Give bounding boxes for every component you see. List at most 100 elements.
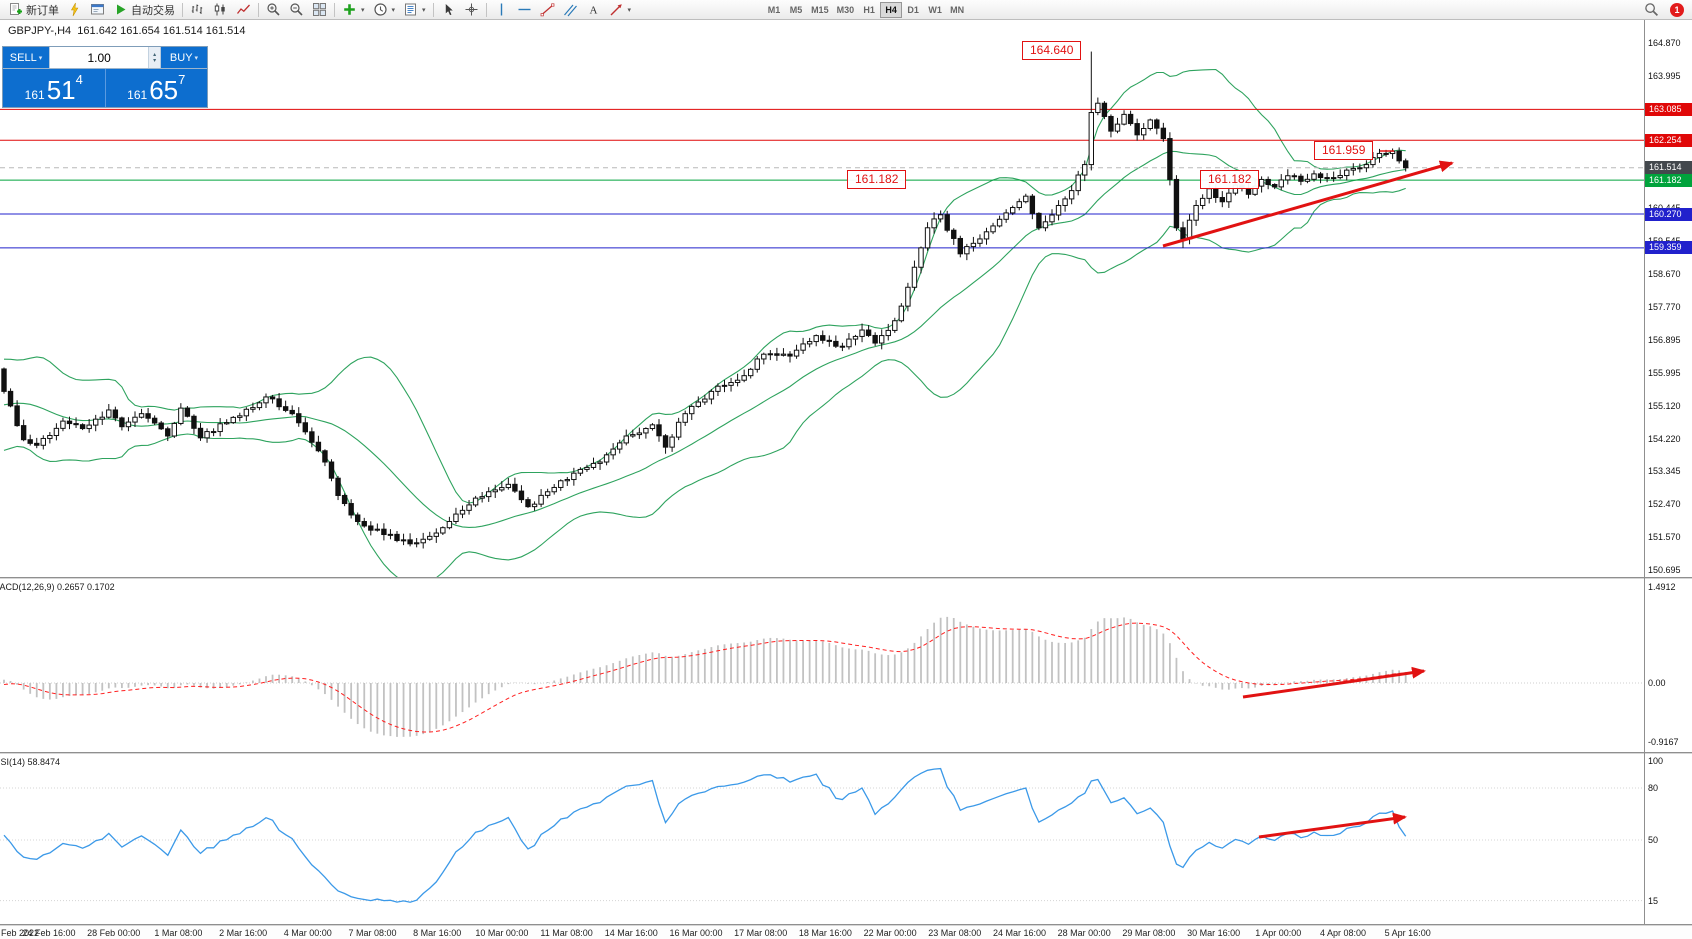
price-axis-label: 155.120 — [1648, 400, 1681, 411]
timeframe-button-mn[interactable]: MN — [946, 2, 968, 18]
tile-windows-button[interactable] — [308, 1, 331, 19]
shapes-menu-button[interactable]: ▾ — [605, 1, 636, 19]
rsi-axis-label: 80 — [1648, 783, 1659, 793]
price-axis-label: 150.695 — [1648, 565, 1681, 576]
terminal-window-button[interactable] — [86, 1, 109, 19]
trade-widget-prices: 161 51 4 161 65 7 — [3, 69, 207, 107]
buy-options-caret-icon: ▾ — [194, 54, 199, 62]
channel-tool-button[interactable] — [559, 1, 582, 19]
time-axis-label: 17 Mar 08:00 — [734, 928, 788, 938]
toolbar-separator — [182, 2, 183, 17]
crosshair-tool-button[interactable] — [460, 1, 483, 19]
volume-stepper[interactable]: ▴ ▾ — [148, 47, 160, 68]
price-axis-label: 164.870 — [1648, 38, 1681, 48]
sell-price-display[interactable]: 161 51 4 — [3, 69, 105, 107]
sell-price-prefix: 161 — [24, 88, 45, 102]
time-axis-label: 1 Apr 00:00 — [1255, 928, 1302, 938]
menu-caret-icon: ▾ — [391, 6, 396, 14]
price-axis-label: 158.670 — [1648, 268, 1681, 279]
trendline-tool-button[interactable] — [536, 1, 559, 19]
volume-input[interactable] — [50, 47, 149, 68]
sell-price-big: 51 — [46, 75, 76, 105]
alerts-button[interactable] — [63, 1, 86, 19]
bar-chart-type-button[interactable] — [186, 1, 209, 19]
price-level-badge: 161.182 — [1645, 173, 1692, 187]
timeframe-button-h4[interactable]: H4 — [880, 1, 903, 18]
price-callout: 161.182 — [847, 170, 907, 189]
notification-badge[interactable]: 1 — [1670, 2, 1684, 17]
text-tool-button[interactable]: A — [582, 1, 605, 19]
autotrading-button[interactable]: 自动交易 — [109, 1, 179, 19]
price-chart-panel[interactable] — [0, 20, 1692, 577]
line-chart-type-button[interactable] — [232, 1, 255, 19]
buy-price-display[interactable]: 161 65 7 — [104, 69, 208, 107]
timeframe-button-m5[interactable]: M5 — [785, 2, 807, 18]
trade-widget-controls: SELL ▾ ▴ ▾ BUY ▾ — [3, 47, 207, 69]
buy-price-pip: 7 — [178, 72, 186, 87]
time-axis-label: 28 Feb 00:00 — [87, 928, 141, 938]
panel-splitter-rsi[interactable] — [0, 752, 1692, 754]
text-icon: A — [589, 5, 597, 17]
price-level-badge: 163.085 — [1645, 102, 1692, 116]
candle-chart-type-button[interactable] — [209, 1, 232, 19]
sell-button[interactable]: SELL ▾ — [3, 47, 49, 68]
time-axis-label: 10 Mar 00:00 — [475, 928, 529, 938]
templates-menu-button[interactable]: ▾ — [399, 1, 430, 19]
new-order-icon — [10, 3, 22, 15]
horizontal-line-tool-button[interactable] — [513, 1, 536, 19]
panel-splitter-macd[interactable] — [0, 577, 1692, 579]
timeframe-button-m1[interactable]: M1 — [763, 2, 785, 18]
cursor-tool-button[interactable] — [437, 1, 460, 19]
sell-price-pip: 4 — [75, 72, 83, 87]
zoom-out-button[interactable] — [285, 1, 308, 19]
menu-caret-icon: ▾ — [627, 6, 632, 14]
price-axis-label: 159.545 — [1648, 236, 1681, 246]
timeframe-button-w1[interactable]: W1 — [924, 2, 946, 18]
new-order-button[interactable]: 新订单 — [4, 1, 63, 19]
timeframe-button-h1[interactable]: H1 — [858, 2, 880, 18]
buy-button[interactable]: BUY ▾ — [161, 47, 207, 68]
menu-caret-icon: ▾ — [361, 6, 365, 14]
macd-axis-label: -0.9167 — [1648, 737, 1679, 748]
time-axis-label: 4 Mar 00:00 — [283, 928, 332, 938]
volume-down-icon[interactable]: ▾ — [153, 57, 157, 64]
time-axis-label: 29 Mar 08:00 — [1122, 928, 1176, 938]
time-axis-label: 5 Apr 16:00 — [1384, 928, 1431, 938]
buy-button-label: BUY — [169, 51, 193, 64]
time-axis[interactable] — [0, 926, 1692, 939]
lightning-icon — [70, 2, 79, 17]
indicators-menu-button[interactable]: ▾ — [338, 1, 369, 19]
timeframe-button-d1[interactable]: D1 — [902, 2, 924, 18]
rsi-panel[interactable] — [0, 754, 1692, 924]
template-icon — [405, 3, 417, 16]
price-level-badge: 160.270 — [1645, 207, 1692, 221]
timeframe-button-m30[interactable]: M30 — [833, 2, 859, 18]
timeframe-button-m15[interactable]: M15 — [807, 2, 833, 18]
ohlc-bars-icon — [191, 4, 203, 14]
search-button[interactable] — [1640, 1, 1663, 19]
price-callout: 161.959 — [1314, 141, 1374, 160]
time-axis-label: Feb 2022 — [1, 928, 40, 938]
svg-text:A: A — [589, 5, 597, 17]
rsi-axis-label: 15 — [1648, 895, 1659, 906]
macd-axis-label: 0.00 — [1648, 678, 1666, 688]
time-axis-label: 18 Mar 16:00 — [798, 928, 852, 938]
macd-panel[interactable] — [0, 579, 1692, 752]
time-axis-label: 7 Mar 08:00 — [348, 928, 397, 938]
time-axis-label: 11 Mar 08:00 — [540, 928, 593, 938]
volume-up-icon[interactable]: ▴ — [153, 51, 157, 58]
vertical-line-tool-button[interactable] — [490, 1, 513, 19]
play-icon — [117, 4, 126, 15]
periods-menu-button[interactable]: ▾ — [369, 1, 400, 19]
time-axis-label: 22 Mar 00:00 — [863, 928, 917, 938]
zoom-in-button[interactable] — [262, 1, 285, 19]
candlestick-icon — [214, 3, 225, 16]
main-toolbar: 新订单 自动交易 — [0, 0, 1692, 20]
price-axis-label: 157.770 — [1648, 301, 1681, 312]
price-callout: 164.640 — [1022, 41, 1082, 60]
zoom-out-icon — [290, 3, 303, 16]
chart-symbol-ohlc: GBPJPY-,H4 161.642 161.654 161.514 161.5… — [8, 25, 246, 37]
price-axis-label: 163.995 — [1648, 70, 1681, 81]
zoom-in-icon — [267, 3, 280, 16]
